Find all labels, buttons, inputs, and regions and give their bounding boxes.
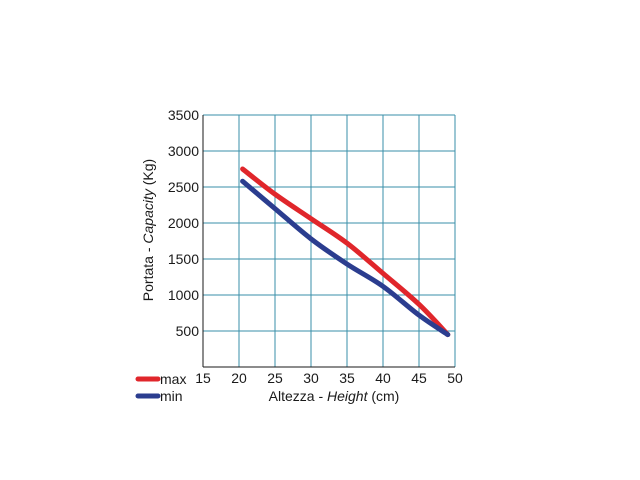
- chart-series: [240, 166, 451, 338]
- chart-legend: max min: [135, 371, 186, 404]
- y-tick-label-1000: 1000: [168, 287, 199, 303]
- x-tick-label-50: 50: [447, 370, 463, 386]
- x-axis-label: Altezza - Height (cm): [269, 388, 400, 404]
- legend-label-min: min: [160, 388, 183, 404]
- chart-tick-labels: 500 1000 1500 2000 2500 3000 3500 15 20 25 30 35 40 4…: [168, 107, 463, 386]
- y-tick-label-2000: 2000: [168, 215, 199, 231]
- chart-grid: [203, 114, 456, 367]
- x-tick-label-20: 20: [231, 370, 247, 386]
- x-tick-label-25: 25: [267, 370, 283, 386]
- x-tick-label-40: 40: [375, 370, 391, 386]
- x-tick-label-30: 30: [303, 370, 319, 386]
- y-axis-label: Portata - Capacity (Kg): [140, 159, 156, 301]
- series-line-min: [240, 178, 451, 338]
- y-tick-label-2500: 2500: [168, 179, 199, 195]
- chart-axes: [202, 115, 455, 368]
- x-tick-label-35: 35: [339, 370, 355, 386]
- legend-label-max: max: [160, 371, 186, 387]
- x-tick-label-45: 45: [411, 370, 427, 386]
- x-tick-label-15: 15: [195, 370, 211, 386]
- y-tick-label-3500: 3500: [168, 107, 199, 123]
- y-tick-label-1500: 1500: [168, 251, 199, 267]
- y-tick-label-3000: 3000: [168, 143, 199, 159]
- y-tick-label-500: 500: [176, 323, 200, 339]
- series-line-max: [240, 166, 451, 338]
